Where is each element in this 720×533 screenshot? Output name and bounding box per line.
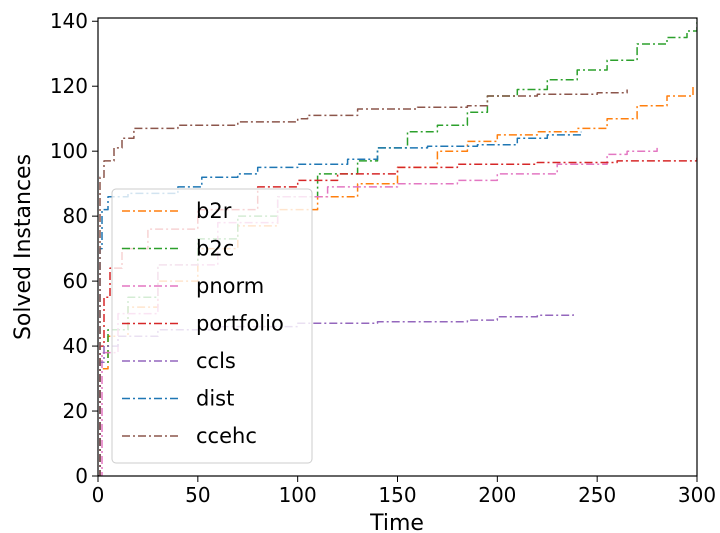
legend-label-b2r: b2r [196,199,232,223]
y-tick-label: 140 [50,9,88,33]
y-axis-label: Solved Instances [11,154,36,340]
x-tick-label: 150 [378,483,416,507]
legend-label-b2c: b2c [196,237,234,261]
y-tick-label: 20 [63,399,88,423]
legend-label-ccls: ccls [196,349,236,373]
x-tick-label: 100 [279,483,317,507]
series-line-ccehc [98,89,628,476]
legend-label-dist: dist [196,387,234,411]
legend-box [111,188,313,464]
y-tick-label: 0 [75,464,88,488]
y-tick-label: 60 [63,269,88,293]
y-tick-label: 100 [50,139,88,163]
x-tick-label: 250 [578,483,616,507]
y-tick-label: 80 [63,204,88,228]
x-tick-label: 200 [478,483,516,507]
legend-label-pnorm: pnorm [196,274,264,298]
x-tick-label: 0 [92,483,105,507]
legend-label-portfolio: portfolio [196,312,284,336]
legend-label-ccehc: ccehc [196,424,257,448]
legend: b2r b2c pnorm portfolio ccls dist ccehc [111,188,313,464]
x-tick-label: 50 [185,483,210,507]
y-tick-label: 120 [50,74,88,98]
series-line-ccls [98,313,574,476]
series-line-dist [98,131,582,476]
series-line-portfolio [98,157,697,476]
x-axis: 0 50 100 150 200 250 300 [92,476,716,507]
x-axis-label: Time [369,511,424,533]
series-line-b2c [98,18,697,476]
y-axis: 0 20 40 60 80 100 120 140 [50,9,98,488]
y-tick-label: 40 [63,334,88,358]
x-tick-label: 300 [678,483,716,507]
